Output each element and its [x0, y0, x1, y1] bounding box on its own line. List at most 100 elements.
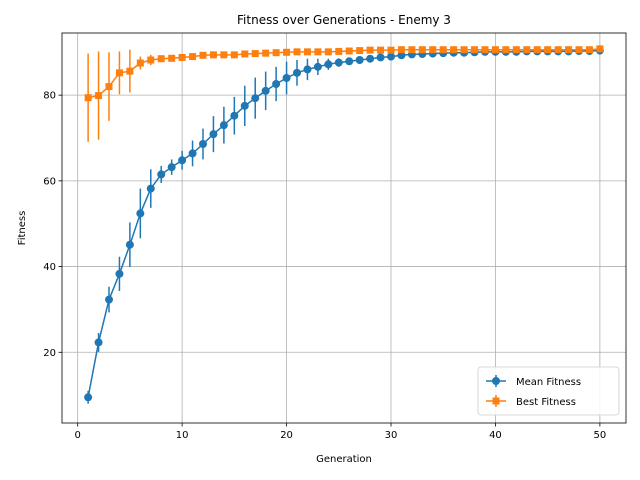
data-point: [230, 51, 238, 59]
data-point: [303, 65, 312, 74]
data-point: [324, 48, 332, 56]
data-point: [377, 46, 385, 54]
x-tick-label: 0: [74, 430, 80, 441]
data-point: [251, 94, 260, 103]
data-point: [230, 111, 239, 120]
data-point: [95, 92, 103, 100]
legend-item: Mean Fitness: [486, 375, 581, 388]
data-point: [209, 51, 217, 59]
data-point: [293, 48, 301, 56]
data-point: [544, 46, 552, 54]
axes: 0 10 20 30 40 50 20 40 60 80: [43, 91, 606, 441]
series-layer: [84, 45, 604, 404]
data-point: [219, 121, 228, 130]
data-point: [240, 101, 249, 110]
data-point: [94, 338, 103, 347]
legend: Mean Fitness Best Fitness: [477, 366, 620, 416]
data-point: [167, 163, 176, 172]
x-tick-label: 50: [594, 430, 607, 441]
data-point: [293, 68, 301, 77]
data-point: [345, 47, 353, 55]
y-tick-label: 80: [43, 91, 56, 102]
data-point: [147, 56, 155, 64]
data-point: [481, 46, 489, 54]
data-point: [335, 47, 343, 55]
data-point: [418, 46, 426, 54]
data-point: [376, 53, 385, 62]
legend-label: Best Fitness: [516, 397, 576, 408]
data-point: [345, 57, 354, 66]
data-point: [178, 53, 186, 61]
x-tick-label: 10: [176, 430, 189, 441]
chart-title: Fitness over Generations - Enemy 3: [237, 13, 451, 27]
data-point: [408, 46, 416, 54]
data-point: [168, 54, 176, 62]
data-point: [491, 46, 499, 54]
data-point: [502, 46, 510, 54]
data-point: [471, 46, 479, 54]
data-point: [136, 209, 145, 218]
data-point: [126, 67, 134, 75]
data-point: [105, 295, 113, 304]
data-point: [523, 46, 531, 54]
data-point: [366, 46, 374, 54]
data-point: [157, 55, 165, 63]
data-point: [136, 59, 144, 67]
series-best-fitness: [84, 45, 604, 142]
data-point: [450, 46, 458, 54]
data-point: [272, 80, 281, 88]
data-point: [429, 46, 437, 54]
data-point: [439, 46, 447, 54]
data-point: [512, 46, 520, 54]
data-point: [188, 149, 197, 158]
data-point: [146, 184, 155, 193]
x-axis-label: Generation: [316, 454, 372, 465]
data-point: [356, 47, 364, 55]
data-point: [199, 51, 207, 59]
data-point: [387, 46, 395, 54]
data-point: [554, 46, 562, 54]
data-point: [262, 49, 270, 57]
y-tick-label: 20: [43, 348, 56, 359]
data-point: [303, 48, 311, 56]
x-tick-label: 30: [385, 430, 398, 441]
legend-item: Best Fitness: [486, 395, 576, 408]
data-point: [283, 48, 291, 56]
data-point: [366, 54, 375, 63]
data-point: [272, 49, 280, 57]
data-point: [178, 156, 187, 165]
data-point: [189, 53, 197, 61]
data-point: [251, 50, 259, 58]
data-point: [282, 74, 291, 82]
data-point: [209, 130, 218, 139]
data-point: [261, 86, 270, 95]
data-point: [460, 46, 468, 54]
data-point: [596, 45, 604, 53]
x-tick-label: 20: [280, 430, 293, 441]
data-point: [397, 46, 405, 54]
data-point: [334, 58, 343, 67]
data-point: [199, 140, 207, 148]
legend-marker: [492, 397, 500, 405]
legend-box: [477, 366, 620, 416]
data-point: [565, 46, 573, 54]
x-tick-label: 40: [489, 430, 502, 441]
y-axis-label: Fitness: [17, 211, 28, 246]
data-point: [387, 52, 395, 61]
data-point: [397, 51, 406, 60]
data-point: [241, 50, 249, 58]
data-point: [533, 46, 541, 54]
data-point: [115, 269, 124, 278]
data-point: [324, 60, 333, 69]
legend-marker: [492, 377, 500, 385]
data-point: [575, 46, 583, 54]
data-point: [84, 393, 93, 402]
data-point: [84, 94, 92, 102]
y-tick-label: 40: [43, 262, 56, 273]
data-point: [585, 46, 593, 54]
plot-frame: [61, 32, 627, 424]
data-point: [125, 240, 134, 249]
data-point: [157, 170, 166, 179]
data-point: [105, 83, 113, 91]
